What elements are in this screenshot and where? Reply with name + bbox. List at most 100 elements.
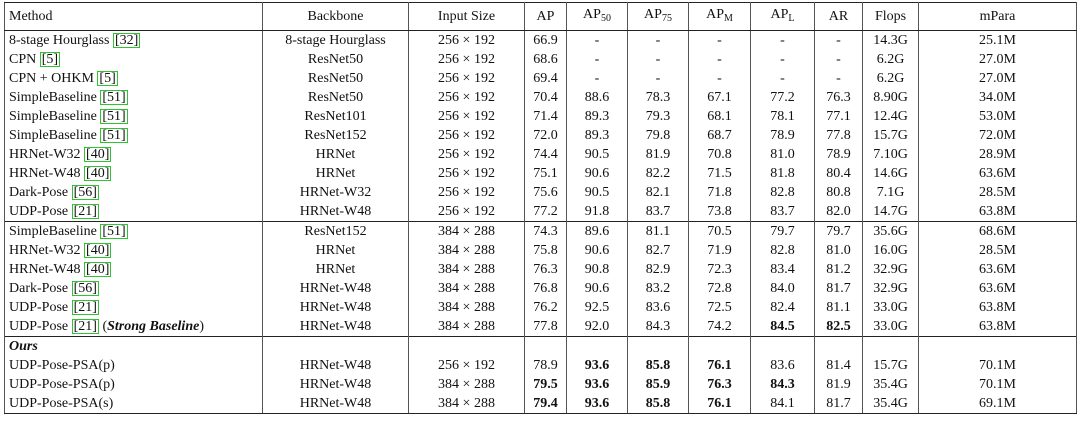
cell-text: 63.8M xyxy=(979,299,1016,315)
cell-text: 90.8 xyxy=(584,261,610,277)
cell-text: 53.0M xyxy=(979,108,1016,124)
cell-text: 79.3 xyxy=(645,108,671,124)
cell-text: 90.6 xyxy=(584,165,610,181)
cell-text: HRNet xyxy=(315,242,356,258)
cell-text: 76.3 xyxy=(533,261,558,277)
table-row: Dark-Pose [56] HRNet-W32 256 × 192 75.6 90.5… xyxy=(4,183,1077,202)
value-cell: 82.0 xyxy=(814,202,863,222)
method-cell: SimpleBaseline [51] xyxy=(4,221,263,241)
cell-text: 32.9G xyxy=(873,261,908,277)
header-row: Method Backbone Input Size AP AP50 AP75 APM APL… xyxy=(4,2,1077,31)
header-text: Flops xyxy=(874,8,907,24)
header-cell: Flops xyxy=(862,2,919,31)
value-cell: 90.6 xyxy=(566,164,628,183)
cell-text: 82.9 xyxy=(645,261,671,277)
cell-text: - xyxy=(836,32,841,48)
cell-text: - xyxy=(594,32,600,48)
cell-text: 8.90G xyxy=(873,89,908,105)
cell-text: 12.4G xyxy=(873,108,908,124)
value-cell: - xyxy=(566,50,628,69)
value-cell: 81.9 xyxy=(814,375,863,394)
empty-cell xyxy=(408,336,525,356)
value-cell: 384 × 288 xyxy=(408,279,525,298)
method-name: SimpleBaseline xyxy=(9,108,97,124)
cell-text: 76.3 xyxy=(826,89,851,105)
cell-text: 89.3 xyxy=(584,127,610,143)
value-cell: HRNet-W48 xyxy=(262,356,409,375)
value-cell: - xyxy=(566,30,628,50)
value-cell: 89.3 xyxy=(566,107,628,126)
cell-text: 256 × 192 xyxy=(438,357,495,373)
cell-text: 72.0M xyxy=(979,127,1016,143)
header-text: Input Size xyxy=(437,8,496,24)
table-row: UDP-Pose [21] HRNet-W48 384 × 288 76.2 92.5 8… xyxy=(4,298,1077,317)
cell-text: 83.2 xyxy=(645,280,671,296)
value-cell: 25.1M xyxy=(918,30,1077,50)
value-cell: 81.0 xyxy=(750,145,815,164)
value-cell: 85.9 xyxy=(627,375,689,394)
header-text: mPara xyxy=(979,8,1016,24)
value-cell: ResNet50 xyxy=(262,69,409,88)
value-cell: 72.8 xyxy=(688,279,751,298)
value-cell: 72.3 xyxy=(688,260,751,279)
cell-text: 82.8 xyxy=(770,184,795,200)
value-cell: 77.2 xyxy=(524,202,567,222)
value-cell: 82.4 xyxy=(750,298,815,317)
cell-text: 90.6 xyxy=(584,280,610,296)
value-cell: 12.4G xyxy=(862,107,919,126)
method-cell: UDP-Pose-PSA(p) xyxy=(4,356,263,375)
results-table: Method Backbone Input Size AP AP50 AP75 APM APL… xyxy=(4,2,1077,414)
cell-text: 35.6G xyxy=(873,223,908,239)
cell-text: HRNet xyxy=(315,261,356,277)
cell-text: 256 × 192 xyxy=(438,127,495,143)
value-cell: HRNet xyxy=(262,241,409,260)
method-name: HRNet-W32 xyxy=(9,242,81,258)
table-row: SimpleBaseline [51] ResNet152 384 × 288 74.… xyxy=(4,221,1077,241)
cell-text: 28.5M xyxy=(979,184,1016,200)
cell-text: HRNet-W48 xyxy=(299,203,372,219)
cell-text: HRNet-W48 xyxy=(299,357,372,373)
cell-text: 384 × 288 xyxy=(438,299,495,315)
cell-text: 63.8M xyxy=(979,318,1016,334)
cell-text: 70.8 xyxy=(707,146,732,162)
table-row: HRNet-W32 [40] HRNet 256 × 192 74.4 90.5 81.9… xyxy=(4,145,1077,164)
cell-text: 69.1M xyxy=(979,395,1016,411)
cell-text: 14.3G xyxy=(873,32,908,48)
cell-text: 82.1 xyxy=(645,184,671,200)
header-cell: Method xyxy=(4,2,263,31)
cell-text: - xyxy=(594,70,600,86)
cell-text: 70.1M xyxy=(979,357,1016,373)
method-cell: UDP-Pose [21] xyxy=(4,298,263,317)
cell-text: 90.6 xyxy=(584,242,610,258)
method-name: HRNet-W48 xyxy=(9,261,81,277)
cell-text: 68.7 xyxy=(707,127,732,143)
value-cell: 28.5M xyxy=(918,183,1077,202)
method-name: SimpleBaseline xyxy=(9,127,97,143)
value-cell: 90.6 xyxy=(566,241,628,260)
value-cell: 83.2 xyxy=(627,279,689,298)
cell-text: 34.0M xyxy=(979,89,1016,105)
cell-text: HRNet-W48 xyxy=(299,376,372,392)
value-cell: HRNet-W48 xyxy=(262,202,409,222)
value-cell: 256 × 192 xyxy=(408,69,525,88)
value-cell: 79.8 xyxy=(627,126,689,145)
value-cell: 82.9 xyxy=(627,260,689,279)
value-cell: ResNet50 xyxy=(262,88,409,107)
table-row: SimpleBaseline [51] ResNet101 256 × 192 71.… xyxy=(4,107,1077,126)
citation: [51] xyxy=(100,89,128,105)
value-cell: 15.7G xyxy=(862,356,919,375)
cell-text: HRNet-W48 xyxy=(299,395,372,411)
value-cell: 384 × 288 xyxy=(408,375,525,394)
cell-text: 74.4 xyxy=(533,146,558,162)
cell-text: 81.0 xyxy=(826,242,851,258)
method-name: HRNet-W32 xyxy=(9,146,81,162)
cell-text: 82.4 xyxy=(770,299,795,315)
cell-text: 72.5 xyxy=(707,299,732,315)
value-cell: 84.5 xyxy=(750,317,815,337)
method-name: SimpleBaseline xyxy=(9,223,97,239)
method-name: 8-stage Hourglass xyxy=(9,32,110,48)
value-cell: 256 × 192 xyxy=(408,202,525,222)
value-cell: 82.2 xyxy=(627,164,689,183)
value-cell: - xyxy=(814,69,863,88)
value-cell: 384 × 288 xyxy=(408,298,525,317)
